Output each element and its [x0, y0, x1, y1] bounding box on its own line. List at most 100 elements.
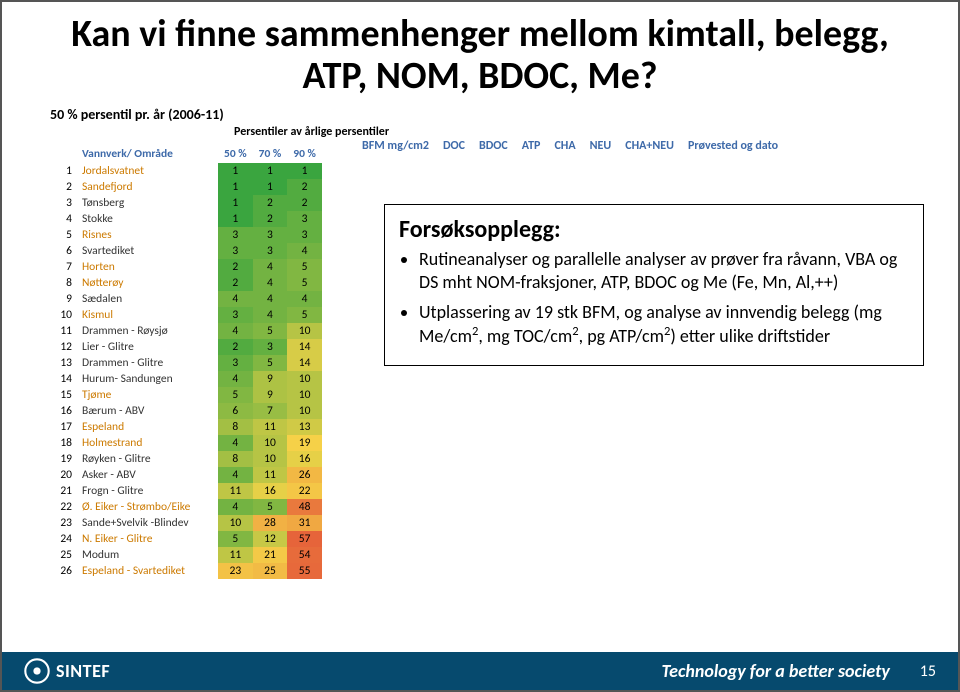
- subhead-2: Persentiler av årlige persentiler: [234, 125, 946, 139]
- row-name: Tjøme: [76, 387, 218, 403]
- cell-value: 11: [253, 467, 288, 483]
- row-name: Frogn - Glitre: [76, 483, 218, 499]
- row-name: Lier - Glitre: [76, 339, 218, 355]
- cell-value: 55: [287, 563, 322, 579]
- row-index: 19: [48, 451, 76, 467]
- cell-value: 3: [253, 339, 288, 355]
- row-name: Jordalsvatnet: [76, 163, 218, 179]
- cell-value: 3: [218, 355, 253, 371]
- row-index: 6: [48, 243, 76, 259]
- cell-value: 54: [287, 547, 322, 563]
- cell-value: 12: [253, 531, 288, 547]
- cell-value: 4: [253, 259, 288, 275]
- logo-text: SINTEF: [56, 660, 110, 682]
- info-box: Forsøksopplegg: Rutineanalyser og parall…: [384, 204, 924, 366]
- logo-icon: [24, 658, 50, 684]
- cell-value: 1: [218, 179, 253, 195]
- cell-value: 9: [253, 371, 288, 387]
- box-title: Forsøksopplegg:: [399, 215, 909, 244]
- row-index: 24: [48, 531, 76, 547]
- table-row: 10Kismul345: [48, 307, 322, 323]
- cell-value: 4: [253, 291, 288, 307]
- cell-value: 4: [287, 291, 322, 307]
- cell-value: 13: [287, 419, 322, 435]
- cell-value: 31: [287, 515, 322, 531]
- cell-value: 14: [287, 339, 322, 355]
- col-50: 50 %: [218, 145, 253, 163]
- cell-value: 25: [253, 563, 288, 579]
- cell-value: 1: [253, 179, 288, 195]
- row-name: Drammen - Glitre: [76, 355, 218, 371]
- cell-value: 5: [287, 307, 322, 323]
- percentile-table: Vannverk/ Område 50 % 70 % 90 % 1Jordals…: [48, 145, 322, 579]
- cell-value: 10: [287, 387, 322, 403]
- row-index: 23: [48, 515, 76, 531]
- cell-value: 4: [218, 435, 253, 451]
- page-number: 15: [920, 662, 936, 681]
- row-name: Drammen - Røysjø: [76, 323, 218, 339]
- table-row: 14Hurum- Sandungen4910: [48, 371, 322, 387]
- cell-value: 21: [253, 547, 288, 563]
- row-name: Sædalen: [76, 291, 218, 307]
- cell-value: 4: [287, 243, 322, 259]
- row-name: Risnes: [76, 227, 218, 243]
- table-row: 8Nøtterøy245: [48, 275, 322, 291]
- row-name: Svartediket: [76, 243, 218, 259]
- table-row: 24N. Eiker - Glitre51257: [48, 531, 322, 547]
- cell-value: 1: [218, 163, 253, 179]
- row-index: 26: [48, 563, 76, 579]
- table-row: 5Risnes333: [48, 227, 322, 243]
- cell-value: 8: [218, 419, 253, 435]
- cell-value: 7: [253, 403, 288, 419]
- row-name: Sandefjord: [76, 179, 218, 195]
- row-name: Sande+Svelvik -Blindev: [76, 515, 218, 531]
- extra-header: CHA: [554, 139, 575, 153]
- row-name: Holmestrand: [76, 435, 218, 451]
- footer-tagline: Technology for a better society: [662, 660, 890, 682]
- cell-value: 4: [253, 307, 288, 323]
- cell-value: 26: [287, 467, 322, 483]
- table-row: 25Modum112154: [48, 547, 322, 563]
- cell-value: 4: [218, 291, 253, 307]
- row-index: 7: [48, 259, 76, 275]
- row-index: 8: [48, 275, 76, 291]
- bullet-item: Rutineanalyser og parallelle analyser av…: [419, 248, 909, 295]
- cell-value: 4: [218, 499, 253, 515]
- col1-header: Vannverk/ Område: [76, 145, 218, 163]
- table-row: 12Lier - Glitre2314: [48, 339, 322, 355]
- row-name: Nøtterøy: [76, 275, 218, 291]
- cell-value: 5: [253, 355, 288, 371]
- footer-bar: SINTEF Technology for a better society 1…: [2, 652, 958, 690]
- cell-value: 11: [218, 547, 253, 563]
- cell-value: 10: [287, 323, 322, 339]
- row-name: Kismul: [76, 307, 218, 323]
- cell-value: 3: [287, 211, 322, 227]
- cell-value: 2: [218, 339, 253, 355]
- cell-value: 5: [287, 259, 322, 275]
- row-index: 15: [48, 387, 76, 403]
- cell-value: 3: [218, 243, 253, 259]
- table-row: 22Ø. Eiker - Strømbo/Eike4548: [48, 499, 322, 515]
- row-name: Tønsberg: [76, 195, 218, 211]
- row-index: 1: [48, 163, 76, 179]
- cell-value: 5: [218, 387, 253, 403]
- row-index: 22: [48, 499, 76, 515]
- row-name: Horten: [76, 259, 218, 275]
- extra-header: CHA+NEU: [625, 139, 674, 153]
- cell-value: 10: [287, 371, 322, 387]
- row-name: Bærum - ABV: [76, 403, 218, 419]
- table-row: 19Røyken - Glitre81016: [48, 451, 322, 467]
- slide-title: Kan vi finne sammenhenger mellom kimtall…: [54, 14, 906, 98]
- extra-header: BFM mg/cm2: [362, 139, 429, 153]
- subhead-1: 50 % persentil pr. år (2006-11): [50, 106, 946, 123]
- bullet-item: Utplassering av 19 stk BFM, og analyse a…: [419, 301, 909, 349]
- sintef-logo: SINTEF: [24, 658, 110, 684]
- row-index: 14: [48, 371, 76, 387]
- table-row: 4Stokke123: [48, 211, 322, 227]
- cell-value: 4: [253, 275, 288, 291]
- table-row: 18Holmestrand41019: [48, 435, 322, 451]
- cell-value: 3: [253, 243, 288, 259]
- row-index: 11: [48, 323, 76, 339]
- extra-header: DOC: [443, 139, 465, 153]
- extra-header-row: BFM mg/cm2DOCBDOCATPCHANEUCHA+NEUPrøvest…: [362, 139, 778, 153]
